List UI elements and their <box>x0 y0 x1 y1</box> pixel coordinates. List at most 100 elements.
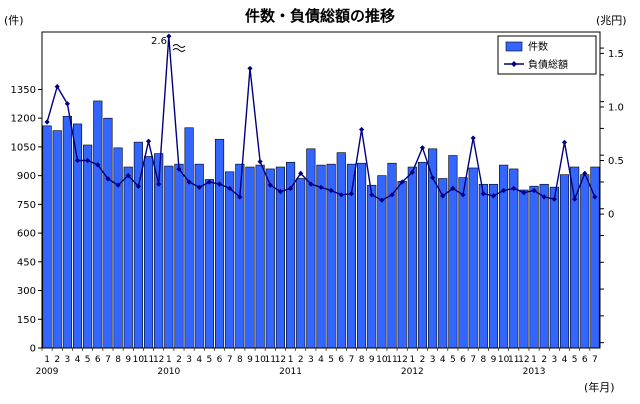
x-month-label-14: 3 <box>186 355 192 365</box>
axis-break-mark <box>172 44 186 52</box>
line-point-44 <box>480 191 486 197</box>
bar-49 <box>529 185 539 349</box>
line-point-38 <box>419 145 426 151</box>
axis-break-label: 2.6 <box>151 36 167 47</box>
line-point-5 <box>85 157 91 164</box>
bar-15 <box>184 127 194 349</box>
x-month-label-8: 9 <box>125 355 131 365</box>
bar-48 <box>519 189 529 349</box>
x-month-label-34: 11 <box>386 355 397 365</box>
bar-32 <box>357 162 367 349</box>
line-point-50 <box>541 194 547 200</box>
x-month-label-49: 2 <box>541 355 547 365</box>
bar-30 <box>336 152 346 349</box>
legend-swatch-amount-marker <box>511 61 517 67</box>
x-month-label-51: 4 <box>562 355 568 365</box>
line-point-1 <box>44 119 50 125</box>
x-month-label-16: 5 <box>207 355 213 365</box>
x-month-label-47: 12 <box>518 355 529 365</box>
left-axis-unit: (件) <box>4 14 24 27</box>
line-point-10 <box>135 183 141 189</box>
x-month-label-32: 9 <box>369 355 375 365</box>
x-month-label-24: 1 <box>288 355 294 365</box>
line-point-42 <box>460 192 466 198</box>
bar-18 <box>214 138 225 349</box>
line-point-9 <box>125 172 131 179</box>
bar-50 <box>539 183 549 349</box>
bar-37 <box>407 166 417 349</box>
x-month-label-18: 7 <box>227 355 233 365</box>
x-month-label-20: 9 <box>247 355 253 365</box>
line-point-46 <box>501 187 507 194</box>
left-tick-label-4: 600 <box>17 229 36 240</box>
left-tick-label-1: 150 <box>17 315 36 326</box>
x-month-label-3: 4 <box>75 355 81 365</box>
bar-44 <box>478 183 488 349</box>
bar-33 <box>367 184 377 349</box>
x-month-label-42: 7 <box>470 355 476 365</box>
bar-8 <box>113 147 123 349</box>
x-month-label-31: 8 <box>359 355 365 365</box>
line-point-52 <box>561 139 568 145</box>
left-tick-label-9: 1350 <box>11 85 36 96</box>
line-point-54 <box>582 170 588 176</box>
line-point-48 <box>521 190 527 196</box>
line-point-27 <box>308 181 314 187</box>
line-point-14 <box>176 166 182 172</box>
right-tick-label-2: 1.0 <box>608 102 624 113</box>
x-month-label-39: 4 <box>440 355 446 365</box>
bar-45 <box>488 183 499 349</box>
line-point-20 <box>237 194 243 200</box>
left-tick-label-8: 1200 <box>11 114 36 125</box>
left-tick-label-6: 900 <box>17 171 36 182</box>
bar-14 <box>174 163 184 349</box>
x-month-label-7: 8 <box>115 355 121 365</box>
line-point-25 <box>287 185 294 191</box>
x-month-label-11: 12 <box>153 355 164 365</box>
x-month-label-2: 3 <box>64 355 70 365</box>
x-month-label-4: 5 <box>85 355 91 365</box>
x-month-label-28: 5 <box>328 355 334 365</box>
x-month-label-37: 2 <box>420 355 426 365</box>
bar-42 <box>458 177 468 349</box>
line-point-53 <box>572 196 578 202</box>
x-month-label-10: 11 <box>143 355 154 365</box>
line-point-45 <box>490 193 497 199</box>
line-point-15 <box>186 179 192 185</box>
line-point-35 <box>389 192 395 198</box>
bar-19 <box>225 171 235 349</box>
bar-53 <box>570 166 580 349</box>
line-point-34 <box>379 197 385 203</box>
x-month-label-44: 9 <box>491 355 497 365</box>
x-month-label-38: 3 <box>430 355 436 365</box>
line-point-30 <box>338 192 344 198</box>
line-point-40 <box>440 193 446 199</box>
line-point-32 <box>358 126 365 133</box>
line-point-28 <box>318 184 324 190</box>
line-point-43 <box>470 135 476 141</box>
right-tick-label-0: 0 <box>608 210 614 221</box>
x-month-label-54: 7 <box>592 355 598 365</box>
bar-5 <box>83 144 93 349</box>
line-point-3 <box>64 101 70 107</box>
bar-13 <box>164 165 174 349</box>
bar-52 <box>559 174 570 349</box>
x-month-label-40: 5 <box>450 355 456 365</box>
line-point-47 <box>511 185 517 191</box>
x-month-label-15: 4 <box>196 355 202 365</box>
bar-54 <box>580 174 590 349</box>
line-point-49 <box>531 187 537 194</box>
right-tick-label-3: 1.5 <box>608 49 624 60</box>
x-month-label-53: 6 <box>582 355 588 365</box>
bar-22 <box>255 164 265 349</box>
line-point-16 <box>196 184 202 190</box>
x-year-label-2011: 2011 <box>279 367 302 377</box>
bar-6 <box>93 100 103 349</box>
bar-40 <box>438 178 448 349</box>
x-year-label-2010: 2010 <box>157 367 180 377</box>
x-month-label-45: 10 <box>498 355 510 365</box>
x-month-label-23: 12 <box>275 355 286 365</box>
bar-27 <box>306 148 316 349</box>
